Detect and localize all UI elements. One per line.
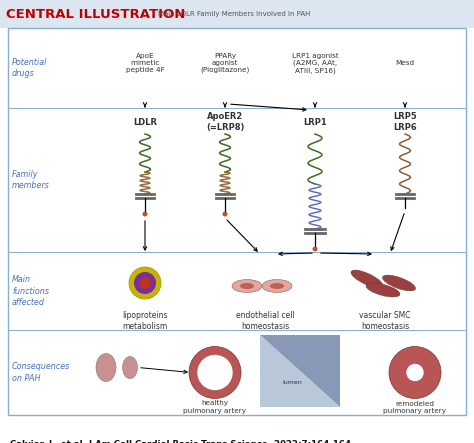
Text: ApoER2
(=LRP8): ApoER2 (=LRP8) xyxy=(206,112,244,132)
Text: LRP1: LRP1 xyxy=(303,117,327,127)
Circle shape xyxy=(198,355,232,389)
Text: healthy
pulmonary artery: healthy pulmonary artery xyxy=(183,400,246,413)
Ellipse shape xyxy=(122,357,137,378)
Ellipse shape xyxy=(383,275,416,291)
Bar xyxy=(0,0,474,28)
Ellipse shape xyxy=(96,354,116,381)
Ellipse shape xyxy=(366,283,400,297)
Text: LRP1 agonist
(A2MG, AAt,
ATIII, SP16): LRP1 agonist (A2MG, AAt, ATIII, SP16) xyxy=(292,53,338,74)
Circle shape xyxy=(189,346,241,399)
Ellipse shape xyxy=(351,270,383,288)
Circle shape xyxy=(407,365,423,381)
Text: endothelial cell
homeostasis: endothelial cell homeostasis xyxy=(236,311,294,331)
Text: LRP5
LRP6: LRP5 LRP6 xyxy=(393,112,417,132)
Text: LDLR: LDLR xyxy=(133,117,157,127)
Text: Mesd: Mesd xyxy=(395,60,415,66)
Text: remodeled
pulmonary artery: remodeled pulmonary artery xyxy=(383,400,447,413)
Text: lipoproteins
metabolism: lipoproteins metabolism xyxy=(122,311,168,331)
Circle shape xyxy=(222,211,228,217)
Ellipse shape xyxy=(232,280,262,292)
Text: Consequences
on PAH: Consequences on PAH xyxy=(12,362,70,383)
Text: Family
members: Family members xyxy=(12,170,50,190)
Circle shape xyxy=(139,277,151,289)
Text: Main LDLR Family Members Involved in PAH: Main LDLR Family Members Involved in PAH xyxy=(158,11,310,17)
Text: Potential
drugs: Potential drugs xyxy=(12,58,47,78)
Circle shape xyxy=(129,267,161,299)
Ellipse shape xyxy=(240,283,254,289)
Text: PPARy
agonist
(Pioglitazone): PPARy agonist (Pioglitazone) xyxy=(201,53,250,73)
Ellipse shape xyxy=(270,283,284,289)
Ellipse shape xyxy=(262,280,292,292)
Text: vascular SMC
homeostasis: vascular SMC homeostasis xyxy=(359,311,411,331)
Circle shape xyxy=(143,211,147,217)
Polygon shape xyxy=(260,335,340,407)
Text: CENTRAL ILLUSTRATION: CENTRAL ILLUSTRATION xyxy=(6,8,185,20)
Text: Main
functions
affected: Main functions affected xyxy=(12,276,49,307)
Bar xyxy=(8,28,466,415)
Text: Calvier, L. et al. J Am Coll Cardiol Basic Trans Science. 2022;7:164-164.: Calvier, L. et al. J Am Coll Cardiol Bas… xyxy=(10,440,355,443)
Circle shape xyxy=(312,246,318,252)
Text: lumen: lumen xyxy=(282,381,302,385)
Circle shape xyxy=(134,272,156,294)
Polygon shape xyxy=(260,335,340,407)
Text: ApoE
mimetic
peptide 4F: ApoE mimetic peptide 4F xyxy=(126,53,164,73)
Circle shape xyxy=(389,346,441,399)
